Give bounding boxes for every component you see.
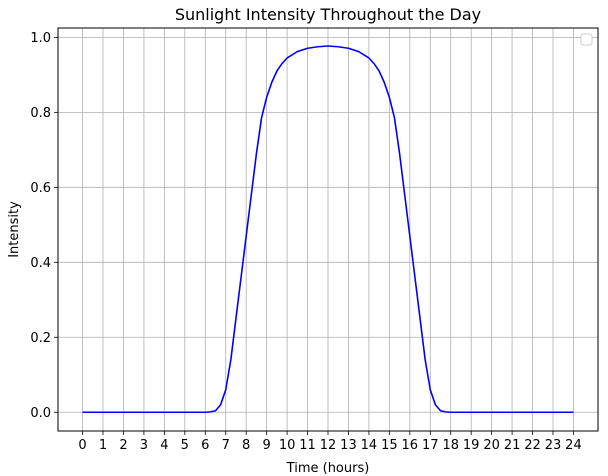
x-tick-label: 23: [545, 438, 562, 453]
x-tick-label: 19: [463, 438, 480, 453]
x-tick-label: 1: [99, 438, 107, 453]
x-ticks: 0 1 2 3 4 5 6 7 8 9 10 11 12 13 14 15 16 17 18 19 20 21 22 23 24: [78, 431, 582, 453]
x-tick-label: 6: [201, 438, 209, 453]
x-tick-label: 10: [279, 438, 296, 453]
y-tick-label: 0.0: [30, 406, 51, 421]
y-tick-label: 0.2: [30, 331, 51, 346]
x-tick-label: 0: [78, 438, 86, 453]
x-tick-label: 9: [262, 438, 270, 453]
x-tick-label: 4: [160, 438, 168, 453]
x-tick-label: 13: [340, 438, 357, 453]
x-tick-label: 8: [242, 438, 250, 453]
x-tick-label: 24: [565, 438, 582, 453]
x-tick-label: 14: [361, 438, 378, 453]
y-tick-label: 0.6: [30, 181, 51, 196]
x-tick-label: 16: [402, 438, 419, 453]
legend-box: [580, 33, 593, 46]
x-tick-label: 7: [222, 438, 230, 453]
x-tick-label: 11: [299, 438, 316, 453]
y-tick-label: 0.8: [30, 106, 51, 121]
y-axis-label: Intensity: [7, 201, 22, 258]
x-tick-label: 12: [320, 438, 337, 453]
series-layer: [82, 45, 574, 414]
series-line: [82, 45, 574, 414]
x-axis-label: Time (hours): [286, 461, 370, 476]
grid: [58, 28, 598, 431]
x-tick-label: 15: [381, 438, 398, 453]
x-tick-label: 2: [119, 438, 127, 453]
x-tick-label: 5: [181, 438, 189, 453]
y-ticks: 0.0 0.2 0.4 0.6 0.8 1.0: [30, 31, 58, 421]
chart-title: Sunlight Intensity Throughout the Day: [175, 5, 481, 24]
x-tick-label: 17: [422, 438, 439, 453]
x-tick-label: 22: [524, 438, 541, 453]
x-tick-label: 18: [442, 438, 459, 453]
x-tick-label: 20: [483, 438, 500, 453]
x-tick-label: 3: [140, 438, 148, 453]
x-tick-label: 21: [504, 438, 521, 453]
y-tick-label: 0.4: [30, 256, 51, 271]
y-tick-label: 1.0: [30, 31, 51, 46]
